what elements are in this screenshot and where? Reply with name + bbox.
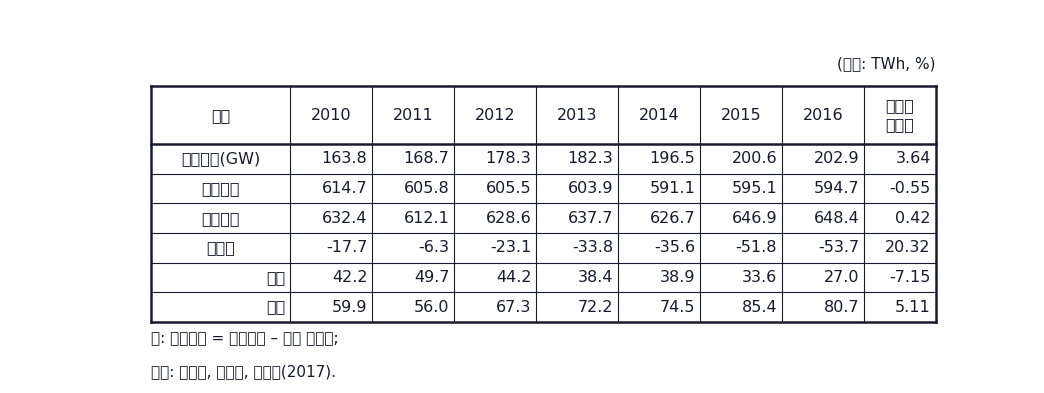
Text: 196.5: 196.5 <box>649 151 695 166</box>
Text: 612.1: 612.1 <box>403 211 449 226</box>
Text: 38.4: 38.4 <box>577 270 613 285</box>
Text: 순수입: 순수입 <box>206 240 235 255</box>
Text: 전력생산: 전력생산 <box>201 211 240 226</box>
Text: -0.55: -0.55 <box>889 181 930 196</box>
Text: 전력공급: 전력공급 <box>201 181 240 196</box>
Text: 20.32: 20.32 <box>885 240 930 255</box>
Text: 0.42: 0.42 <box>895 211 930 226</box>
Text: -35.6: -35.6 <box>655 240 695 255</box>
Text: 626.7: 626.7 <box>649 211 695 226</box>
Text: 33.6: 33.6 <box>742 270 777 285</box>
Text: 605.8: 605.8 <box>404 181 449 196</box>
Text: (단위: TWh, %): (단위: TWh, %) <box>837 56 935 72</box>
Text: 85.4: 85.4 <box>741 299 777 315</box>
Text: 595.1: 595.1 <box>732 181 777 196</box>
Text: 59.9: 59.9 <box>332 299 367 315</box>
Text: -23.1: -23.1 <box>490 240 531 255</box>
Text: 44.2: 44.2 <box>496 270 531 285</box>
Text: 자료: 양의석, 김아름, 김비아(2017).: 자료: 양의석, 김아름, 김비아(2017). <box>150 364 336 379</box>
Text: 178.3: 178.3 <box>485 151 531 166</box>
Text: 637.7: 637.7 <box>568 211 613 226</box>
Text: 49.7: 49.7 <box>413 270 449 285</box>
Text: 42.2: 42.2 <box>332 270 367 285</box>
Text: 2012: 2012 <box>475 108 516 123</box>
Text: 648.4: 648.4 <box>813 211 859 226</box>
Text: -53.7: -53.7 <box>818 240 859 255</box>
Text: 38.9: 38.9 <box>660 270 695 285</box>
Text: 605.5: 605.5 <box>485 181 531 196</box>
Text: 2010: 2010 <box>311 108 352 123</box>
Text: 591.1: 591.1 <box>649 181 695 196</box>
Text: 2014: 2014 <box>639 108 680 123</box>
Text: 168.7: 168.7 <box>403 151 449 166</box>
Text: -6.3: -6.3 <box>419 240 449 255</box>
Text: 632.4: 632.4 <box>322 211 367 226</box>
Text: 200.6: 200.6 <box>732 151 777 166</box>
Text: 설비용량(GW): 설비용량(GW) <box>181 151 260 166</box>
Text: 수출: 수출 <box>266 299 285 315</box>
Text: 74.5: 74.5 <box>660 299 695 315</box>
Text: 주: 전력공급 = 전력생산 – 전력 순수입;: 주: 전력공급 = 전력생산 – 전력 순수입; <box>150 331 338 346</box>
Text: 202.9: 202.9 <box>813 151 859 166</box>
Text: 2013: 2013 <box>556 108 597 123</box>
Text: 연평균
증가율: 연평균 증가율 <box>885 99 915 132</box>
Text: 182.3: 182.3 <box>568 151 613 166</box>
Text: -51.8: -51.8 <box>736 240 777 255</box>
Text: 3.64: 3.64 <box>896 151 930 166</box>
Text: -7.15: -7.15 <box>889 270 930 285</box>
Text: 163.8: 163.8 <box>322 151 367 166</box>
Text: -17.7: -17.7 <box>326 240 367 255</box>
Text: 56.0: 56.0 <box>413 299 449 315</box>
Text: 72.2: 72.2 <box>577 299 613 315</box>
Text: 603.9: 603.9 <box>568 181 613 196</box>
Text: 수입: 수입 <box>266 270 285 285</box>
Text: 구분: 구분 <box>211 108 230 123</box>
Text: 5.11: 5.11 <box>895 299 930 315</box>
Text: 594.7: 594.7 <box>813 181 859 196</box>
Text: 2016: 2016 <box>803 108 844 123</box>
Text: 2015: 2015 <box>720 108 761 123</box>
Text: 614.7: 614.7 <box>322 181 367 196</box>
Text: 2011: 2011 <box>393 108 433 123</box>
Text: -33.8: -33.8 <box>572 240 613 255</box>
Text: 27.0: 27.0 <box>824 270 859 285</box>
Text: 628.6: 628.6 <box>485 211 531 226</box>
Text: 80.7: 80.7 <box>824 299 859 315</box>
Text: 646.9: 646.9 <box>732 211 777 226</box>
Text: 67.3: 67.3 <box>496 299 531 315</box>
